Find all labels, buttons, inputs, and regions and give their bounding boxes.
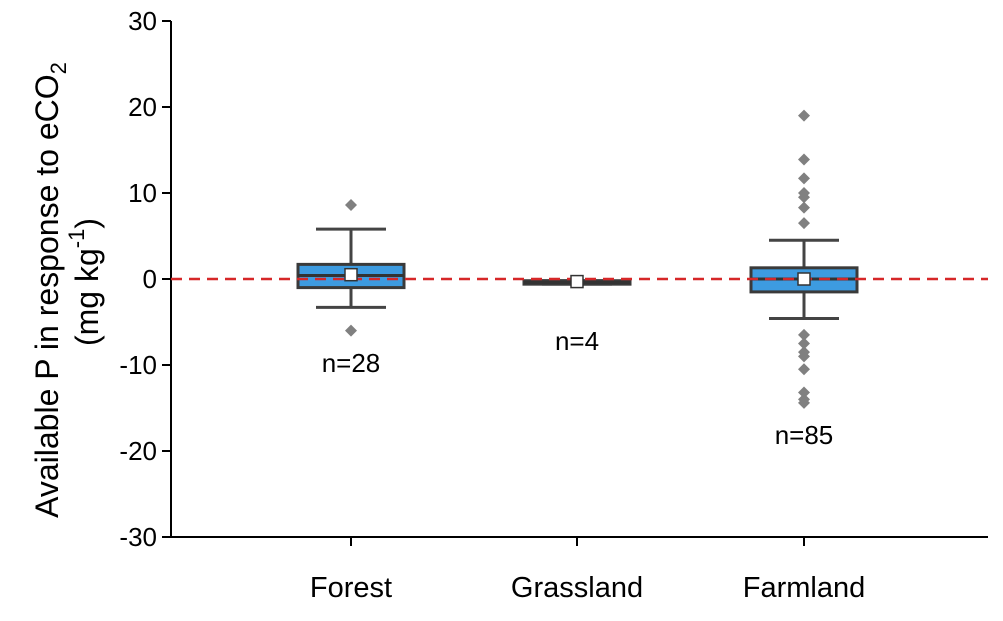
outlier-point xyxy=(798,153,810,166)
mean-marker xyxy=(797,272,811,286)
outlier-point xyxy=(798,396,810,409)
outlier-point xyxy=(345,199,357,212)
sample-size-label: n=85 xyxy=(775,420,834,450)
y-tick-label: -10 xyxy=(119,350,157,380)
mean-marker xyxy=(344,267,358,282)
plot-area: -30 -20 -10 0 10 20 30 Forest Grassland Farmland n… xyxy=(119,6,988,604)
x-category-label: Grassland xyxy=(511,572,643,604)
outlier-point xyxy=(345,324,357,337)
mean-marker xyxy=(570,274,584,289)
outlier-point xyxy=(798,337,810,350)
sample-size-label: n=28 xyxy=(322,348,381,378)
y-axis-label-line2: (mg kg-1) xyxy=(64,218,105,346)
sample-size-label: n=4 xyxy=(555,326,599,356)
y-axis-label: Available P in response to eCO2 (mg kg-1… xyxy=(29,62,105,518)
outlier-point xyxy=(798,328,810,341)
x-category-label: Forest xyxy=(310,572,392,604)
outlier-point xyxy=(798,386,810,399)
outlier-point xyxy=(798,201,810,214)
y-tick-label: -20 xyxy=(119,436,157,466)
outlier-point xyxy=(798,363,810,376)
y-tick-label: 20 xyxy=(128,92,157,122)
outlier-point xyxy=(798,191,810,204)
outlier-point xyxy=(798,109,810,122)
y-tick-label: 0 xyxy=(143,264,157,294)
y-tick-label: 10 xyxy=(128,178,157,208)
outlier-point xyxy=(798,217,810,230)
y-tick-label: 30 xyxy=(128,6,157,36)
y-axis-label-line1: Available P in response to eCO2 xyxy=(29,62,71,518)
outlier-point xyxy=(798,350,810,363)
y-tick-label: -30 xyxy=(119,522,157,552)
outlier-point xyxy=(798,172,810,185)
x-category-label: Farmland xyxy=(743,572,866,604)
